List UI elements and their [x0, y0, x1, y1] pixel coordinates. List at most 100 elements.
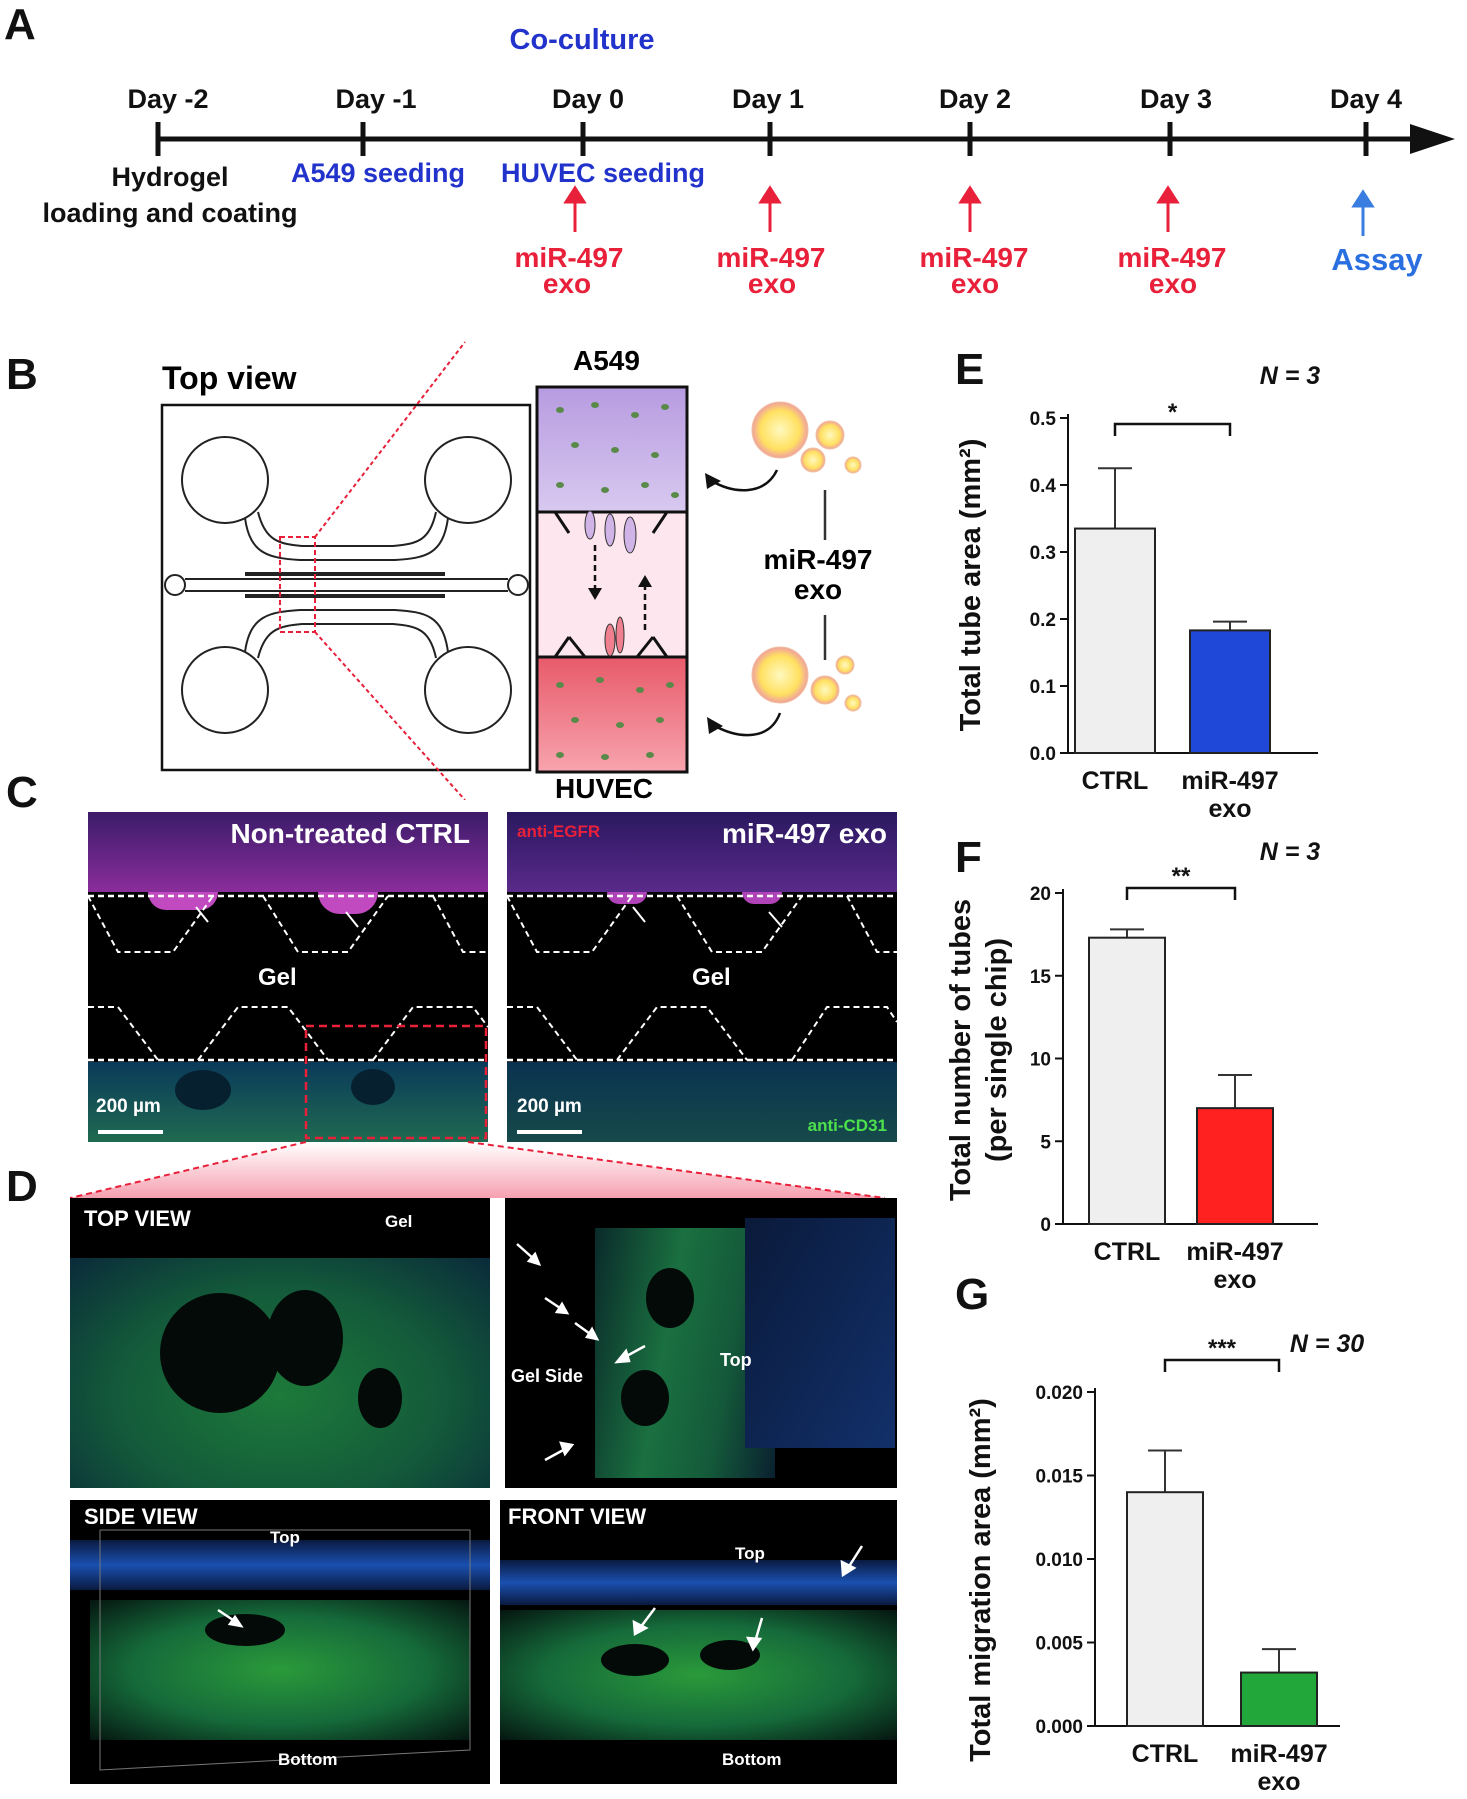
- treat-d0-1: miR-497: [514, 242, 624, 273]
- chart-g-cat-exo-1: miR-497: [1230, 1740, 1327, 1768]
- treat-d2-1: miR-497: [919, 242, 1029, 273]
- chart-f-tick-label: 15: [1030, 967, 1052, 988]
- huvec-seeding-label: HUVEC seeding: [500, 158, 706, 188]
- chart-g-tick-label: 0.015: [1035, 1467, 1083, 1488]
- anti-cd31-label: anti-CD31: [807, 1116, 887, 1135]
- day-label-2: Day 2: [938, 84, 1012, 114]
- chart-e-tick-label: 0.1: [1030, 677, 1057, 698]
- chart-e-tick-label: 0.0: [1030, 744, 1056, 765]
- front-view-label: FRONT VIEW: [508, 1504, 647, 1529]
- ctrl-scale-bar: 200 µm: [96, 1096, 161, 1117]
- top-view-image: TOP VIEW Gel: [70, 1198, 490, 1488]
- top-view-gel-label: Gel: [385, 1212, 413, 1231]
- chart-f-cat-ctrl: CTRL: [1094, 1238, 1161, 1266]
- chart-g-bar-ctrl: [1126, 1491, 1204, 1727]
- day-label-m1: Day -1: [335, 84, 417, 114]
- front-view-image: FRONT VIEW Top Bottom: [500, 1500, 897, 1784]
- oblique-view-image: Gel Side Top: [505, 1198, 897, 1488]
- chart-f-tick-label: 20: [1030, 884, 1051, 905]
- chart-f-ylabel-2: (per single chip): [981, 938, 1013, 1162]
- chart-f-cat-exo-2: exo: [1213, 1266, 1256, 1290]
- side-top-label: Top: [270, 1528, 300, 1547]
- treat-d1-2: exo: [747, 268, 797, 299]
- chart-f-bar-ctrl: [1088, 936, 1166, 1225]
- chart-g-cat-exo-2: exo: [1257, 1768, 1300, 1795]
- chart-e-significance-bracket: [1113, 422, 1232, 436]
- micrograph-exo: anti-EGFR miR-497 exo Gel 200 µm anti-CD…: [507, 812, 897, 1142]
- chip-schematic: [160, 341, 532, 800]
- chart-e-tick-label: 0.4: [1030, 476, 1057, 497]
- a549-seeding-label: A549 seeding: [290, 158, 466, 188]
- chart-f-bar-exo: [1196, 1107, 1274, 1225]
- panel-e-letter: E: [955, 345, 985, 394]
- exo-schematic-line2: exo: [793, 574, 843, 605]
- chart-g-tick-label: 0.010: [1035, 1550, 1083, 1571]
- chart-e-bar-ctrl: [1074, 527, 1156, 754]
- panel-f-letter: F: [955, 833, 982, 882]
- side-bottom-label: Bottom: [278, 1750, 338, 1769]
- chart-g-significance-bracket: [1163, 1358, 1281, 1372]
- day-label-0: Day 0: [551, 84, 625, 114]
- treat-d1-1: miR-497: [716, 242, 826, 273]
- chart-f-significance-bracket: [1125, 886, 1237, 900]
- chart-f-ylabel-1: Total number of tubes: [945, 899, 977, 1201]
- chart-e-cat-exo-2: exo: [1208, 795, 1251, 823]
- chart-e-cat-ctrl: CTRL: [1082, 767, 1149, 795]
- chart-e-bar-exo: [1189, 629, 1271, 755]
- chart-g-bar-exo: [1240, 1671, 1318, 1727]
- chart-f-n-label: N = 3: [1260, 840, 1321, 866]
- exo-schematic-label: miR-497 exo: [748, 545, 888, 605]
- chart-e-tick-label: 0.3: [1030, 543, 1056, 564]
- chart-e-ylabel: Total tube area (mm²): [955, 439, 987, 732]
- chart-g-n-label: N = 30: [1290, 1330, 1364, 1358]
- chart-g-ylabel: Total migration area (mm²): [965, 1398, 997, 1762]
- side-view-image: SIDE VIEW Top Bottom: [70, 1500, 490, 1784]
- front-top-label: Top: [735, 1544, 765, 1563]
- chart-e-tick-label: 0.5: [1030, 409, 1057, 430]
- treat-d3-1: miR-497: [1117, 242, 1227, 273]
- chart-g-tick-label: 0.005: [1035, 1634, 1083, 1655]
- top-view-title: Top view: [162, 360, 297, 396]
- timeline-axis: [155, 122, 1455, 236]
- front-bottom-label: Bottom: [722, 1750, 782, 1769]
- chart-f-tick-label: 5: [1040, 1132, 1051, 1153]
- exo-gel-label: Gel: [692, 964, 731, 991]
- a549-label: A549: [573, 345, 640, 376]
- panel-a-letter: A: [4, 0, 36, 49]
- chart-f-significance-mark: **: [1172, 863, 1191, 890]
- side-view-label: SIDE VIEW: [84, 1504, 198, 1529]
- chart-e-tick-label: 0.2: [1030, 610, 1056, 631]
- chart-f-tick-label: 0: [1040, 1215, 1051, 1236]
- treat-d3-2: exo: [1148, 268, 1198, 299]
- treat-d0-2: exo: [542, 268, 592, 299]
- panel-d-letter: D: [6, 1162, 38, 1211]
- coculture-header: Co-culture: [509, 24, 655, 56]
- anti-egfr-label: anti-EGFR: [517, 822, 601, 841]
- cell-compartment-diagram: [535, 385, 862, 774]
- panel-g-letter: G: [955, 1270, 990, 1319]
- exo-scale-bar: 200 µm: [517, 1096, 582, 1117]
- chart-g-tick-label: 0.000: [1035, 1717, 1083, 1738]
- exo-schematic-line1: miR-497: [763, 544, 873, 575]
- chart-e-cat-exo-1: miR-497: [1181, 767, 1278, 795]
- day-label-m2: Day -2: [127, 84, 209, 114]
- day-label-4: Day 4: [1329, 84, 1403, 114]
- chart-g-cat-ctrl: CTRL: [1132, 1740, 1199, 1768]
- chart-g-tick-label: 0.020: [1035, 1383, 1083, 1404]
- ctrl-title: Non-treated CTRL: [230, 818, 470, 849]
- top-view-label: TOP VIEW: [84, 1206, 191, 1231]
- panel-c-letter: C: [6, 768, 38, 817]
- hydrogel-label-2: loading and coating: [42, 198, 298, 228]
- chart-e-n-label: N = 3: [1260, 362, 1321, 390]
- chart-f-tick-label: 10: [1030, 1050, 1051, 1071]
- treat-d2-2: exo: [950, 268, 1000, 299]
- hydrogel-label-1: Hydrogel: [111, 162, 229, 192]
- exo-title: miR-497 exo: [722, 818, 887, 849]
- ctrl-gel-label: Gel: [258, 964, 297, 991]
- chart-g-significance-mark: ***: [1208, 1335, 1237, 1362]
- huvec-label: HUVEC: [555, 773, 654, 804]
- panel-b-letter: B: [6, 350, 38, 399]
